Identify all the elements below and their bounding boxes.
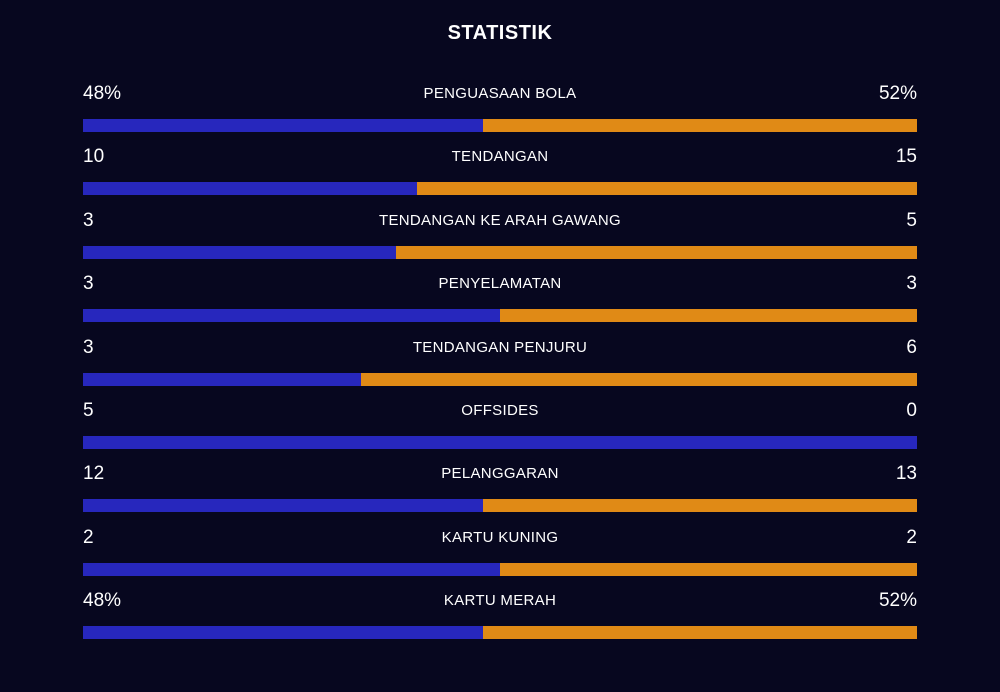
stat-label: TENDANGAN [451, 148, 549, 166]
stat-label: OFFSIDES [461, 401, 539, 419]
away-bar [483, 499, 917, 513]
stat-row-shots-on-target: 3 TENDANGAN KE ARAH GAWANG 5 [83, 207, 917, 270]
home-bar [83, 245, 396, 259]
home-value: 2 [83, 526, 94, 548]
comparison-bar [83, 119, 917, 132]
stat-label: KARTU KUNING [441, 528, 559, 546]
stats-title: STATISTIK [447, 22, 553, 44]
comparison-bar [83, 435, 917, 449]
stat-row-shots: 10 TENDANGAN 15 [83, 143, 917, 206]
stat-row-saves: 3 PENYELAMATAN 3 [83, 270, 917, 333]
stat-label: KARTU MERAH [443, 592, 557, 610]
stats-list: 48% PENGUASAAN BOLA 52% 10 TENDANGAN 15 … [83, 80, 917, 651]
away-value: 52% [878, 590, 917, 612]
home-bar [83, 562, 500, 576]
away-value: 2 [906, 526, 917, 548]
home-value: 3 [83, 336, 94, 358]
stat-label: PENYELAMATAN [438, 275, 562, 293]
home-bar [83, 119, 484, 132]
away-value: 6 [906, 336, 917, 358]
comparison-bar [83, 499, 917, 513]
home-bar [83, 372, 361, 386]
away-value: 13 [895, 463, 917, 485]
home-value: 12 [83, 463, 105, 485]
stat-label: PENGUASAAN BOLA [423, 85, 577, 102]
stat-row-offsides: 5 OFFSIDES 0 [83, 397, 917, 460]
stat-row-fouls: 12 PELANGGARAN 13 [83, 460, 917, 523]
away-value: 0 [906, 399, 917, 421]
home-bar [83, 499, 484, 513]
away-bar [500, 309, 917, 323]
away-bar [500, 562, 917, 576]
comparison-bar [83, 182, 917, 196]
home-value: 48% [83, 83, 122, 104]
home-bar [83, 435, 917, 449]
stat-label: TENDANGAN KE ARAH GAWANG [379, 211, 621, 229]
stat-label: TENDANGAN PENJURU [412, 338, 588, 356]
stat-row-yellow-cards: 2 KARTU KUNING 2 [83, 524, 917, 587]
stat-row-red-cards: 48% KARTU MERAH 52% [83, 587, 917, 650]
home-value: 10 [83, 146, 105, 168]
home-value: 3 [83, 273, 94, 295]
home-value: 5 [83, 399, 94, 421]
away-value: 3 [906, 273, 917, 295]
stat-row-possession: 48% PENGUASAAN BOLA 52% [83, 80, 917, 143]
comparison-bar [83, 372, 917, 386]
away-value: 5 [906, 209, 917, 231]
home-bar [83, 182, 417, 196]
comparison-bar [83, 245, 917, 259]
away-bar [395, 245, 917, 259]
comparison-bar [83, 562, 917, 576]
comparison-bar [83, 309, 917, 323]
away-value: 52% [878, 83, 917, 104]
home-bar [83, 626, 484, 640]
away-value: 15 [895, 146, 917, 168]
away-bar [416, 182, 917, 196]
away-bar [483, 119, 917, 132]
stat-label: PELANGGARAN [441, 465, 559, 483]
home-bar [83, 309, 500, 323]
away-bar [360, 372, 917, 386]
home-value: 48% [83, 590, 122, 612]
stat-row-corners: 3 TENDANGAN PENJURU 6 [83, 334, 917, 397]
home-value: 3 [83, 209, 94, 231]
away-bar [483, 626, 917, 640]
comparison-bar [83, 626, 917, 640]
